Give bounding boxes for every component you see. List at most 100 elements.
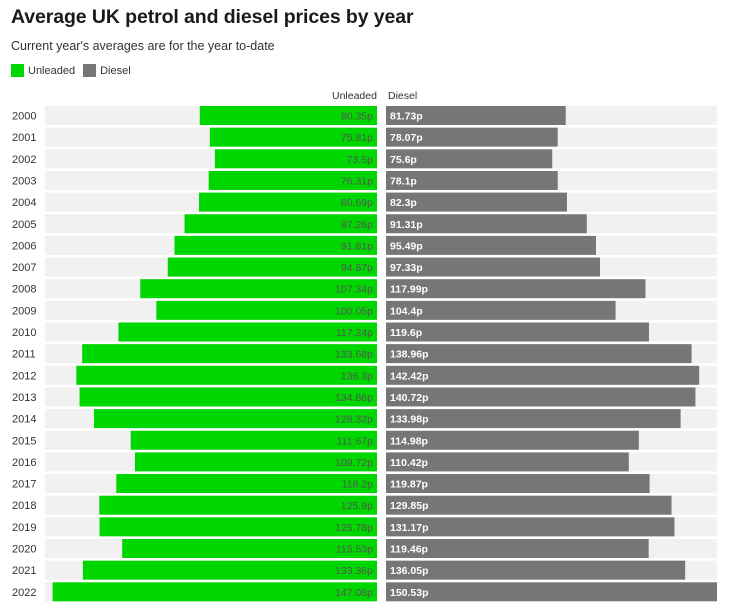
bar-unleaded[interactable]: [82, 560, 377, 580]
data-label-unleaded: 91.81p: [341, 240, 373, 252]
bar-unleaded[interactable]: [99, 495, 378, 515]
bar-diesel[interactable]: [386, 560, 686, 580]
data-label-diesel: 138.96p: [390, 349, 429, 361]
data-label-unleaded: 100.05p: [335, 305, 373, 317]
bar-unleaded[interactable]: [199, 192, 377, 212]
bar-diesel[interactable]: [386, 257, 601, 277]
data-label-diesel: 119.6p: [390, 327, 422, 339]
bar-diesel[interactable]: [386, 517, 675, 537]
bar-unleaded[interactable]: [199, 106, 377, 125]
bar-diesel[interactable]: [386, 344, 692, 364]
data-label-unleaded: 125.9p: [341, 500, 373, 512]
bar-unleaded[interactable]: [76, 365, 378, 385]
bar-diesel[interactable]: [386, 192, 567, 212]
year-tick-label: 2009: [12, 305, 36, 317]
bar-unleaded[interactable]: [116, 474, 378, 494]
year-tick-label: 2000: [12, 111, 36, 123]
bar-diesel[interactable]: [386, 279, 646, 299]
data-label-unleaded: 87.26p: [341, 219, 373, 231]
data-label-diesel: 119.87p: [390, 479, 428, 491]
bar-unleaded[interactable]: [140, 279, 377, 299]
bar-diesel[interactable]: [386, 495, 672, 515]
bar-diesel[interactable]: [386, 106, 566, 125]
year-tick-label: 2018: [12, 500, 36, 512]
year-tick-label: 2010: [12, 327, 36, 339]
bar-diesel[interactable]: [386, 409, 681, 429]
bar-unleaded[interactable]: [52, 582, 377, 602]
bar-unleaded[interactable]: [156, 300, 377, 320]
data-label-diesel: 133.98p: [390, 414, 429, 426]
bar-unleaded[interactable]: [79, 387, 377, 407]
bar-unleaded[interactable]: [208, 170, 377, 190]
bar-diesel[interactable]: [386, 300, 616, 320]
data-label-unleaded: 147.08p: [335, 587, 373, 599]
data-label-diesel: 136.05p: [390, 565, 429, 577]
bar-unleaded[interactable]: [174, 235, 377, 255]
year-tick-label: 2004: [12, 197, 36, 209]
bar-diesel[interactable]: [386, 430, 639, 450]
legend-swatch-unleaded: [11, 64, 24, 77]
bar-diesel[interactable]: [386, 149, 553, 169]
year-tick-label: 2019: [12, 522, 36, 534]
legend: Unleaded Diesel: [11, 64, 139, 77]
legend-swatch-diesel: [83, 64, 97, 77]
bar-diesel[interactable]: [386, 539, 649, 558]
chart-title: Average UK petrol and diesel prices by y…: [11, 6, 414, 28]
legend-label-diesel: Diesel: [100, 64, 131, 77]
bar-diesel[interactable]: [386, 127, 558, 147]
data-label-unleaded: 109.72p: [335, 457, 373, 469]
data-label-unleaded: 73.5p: [347, 154, 373, 166]
bar-unleaded[interactable]: [167, 257, 377, 277]
data-label-unleaded: 118.2p: [342, 479, 373, 491]
data-label-diesel: 81.73p: [390, 111, 423, 123]
data-label-unleaded: 136.3p: [341, 370, 373, 382]
year-tick-label: 2021: [12, 565, 36, 577]
data-label-diesel: 95.49p: [390, 240, 423, 252]
data-label-unleaded: 94.87p: [341, 262, 373, 274]
data-label-unleaded: 80.69p: [341, 197, 373, 209]
data-label-unleaded: 107.34p: [335, 284, 373, 296]
bar-diesel[interactable]: [386, 452, 629, 472]
bar-unleaded[interactable]: [184, 214, 377, 234]
data-label-unleaded: 133.68p: [335, 349, 373, 361]
data-label-unleaded: 128.32p: [335, 414, 373, 426]
bar-unleaded[interactable]: [82, 344, 377, 364]
bar-diesel[interactable]: [386, 170, 558, 190]
bar-diesel[interactable]: [386, 365, 700, 385]
bar-unleaded[interactable]: [122, 539, 378, 558]
year-tick-label: 2014: [12, 414, 36, 426]
bar-diesel[interactable]: [386, 322, 649, 342]
legend-item-diesel[interactable]: Diesel: [83, 64, 131, 77]
data-label-diesel: 117.99p: [390, 284, 428, 296]
bar-unleaded[interactable]: [209, 127, 377, 147]
data-label-diesel: 131.17p: [390, 522, 429, 534]
data-label-diesel: 82.3p: [390, 197, 417, 209]
data-label-diesel: 129.85p: [390, 500, 429, 512]
column-header-diesel: Diesel: [388, 90, 418, 102]
bar-unleaded[interactable]: [135, 452, 377, 472]
year-tick-label: 2008: [12, 284, 36, 296]
data-label-diesel: 140.72p: [390, 392, 429, 404]
data-label-unleaded: 75.81p: [341, 132, 373, 144]
data-label-unleaded: 133.36p: [335, 565, 373, 577]
bar-diesel[interactable]: [386, 387, 696, 407]
bar-unleaded[interactable]: [118, 322, 378, 342]
legend-item-unleaded[interactable]: Unleaded: [11, 64, 75, 77]
chart-subtitle: Current year's averages are for the year…: [11, 39, 275, 53]
bar-unleaded[interactable]: [93, 409, 378, 429]
year-tick-label: 2015: [12, 435, 36, 447]
data-label-diesel: 91.31p: [390, 219, 423, 231]
bar-unleaded[interactable]: [99, 517, 377, 537]
bar-diesel[interactable]: [386, 474, 650, 494]
bar-diesel[interactable]: [386, 582, 717, 602]
data-label-diesel: 78.07p: [390, 132, 423, 144]
data-label-diesel: 75.6p: [390, 154, 417, 166]
year-tick-label: 2013: [12, 392, 36, 404]
bar-unleaded[interactable]: [130, 430, 377, 450]
data-label-diesel: 104.4p: [390, 305, 423, 317]
bar-diesel[interactable]: [386, 214, 587, 234]
bar-unleaded[interactable]: [214, 149, 377, 169]
year-tick-label: 2006: [12, 240, 36, 252]
bar-diesel[interactable]: [386, 235, 596, 255]
